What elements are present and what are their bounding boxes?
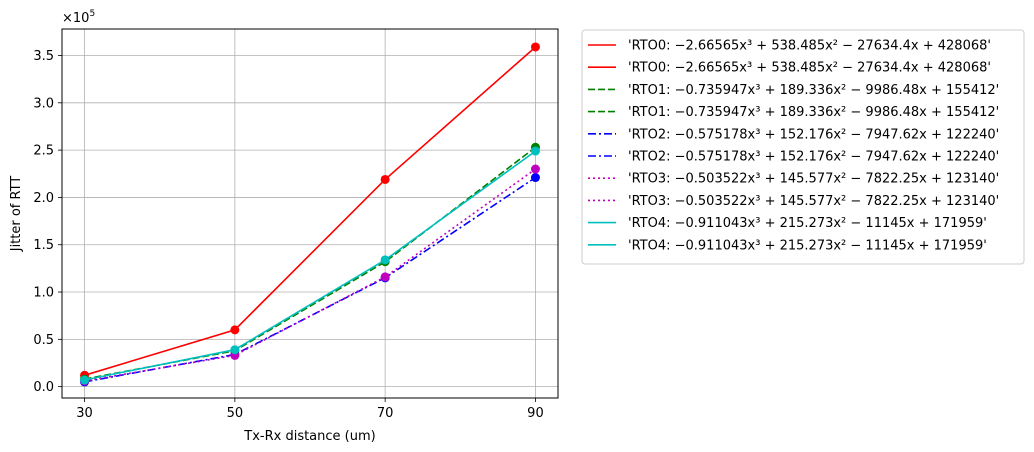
- series-line-0: [84, 46, 537, 377]
- y-tick-label: 3.0: [33, 96, 54, 111]
- data-point-series-4: [80, 375, 90, 385]
- legend-box: [581, 29, 1025, 265]
- series-line-4: [84, 150, 536, 381]
- data-point-series-0: [530, 42, 540, 52]
- grid: [62, 29, 558, 398]
- data-point-series-4: [380, 255, 390, 265]
- data-point-series-4: [230, 345, 240, 355]
- y-offset-exponent: 5: [89, 9, 95, 19]
- legend: 'RTO0: −2.66565x³ + 538.485x² − 27634.4x…: [581, 29, 1025, 265]
- data-point-series-2: [530, 173, 540, 183]
- y-tick-label: 1.0: [33, 286, 54, 301]
- legend-entry-label: 'RTO4: −0.911043x³ + 215.273x² − 11145x …: [628, 216, 987, 231]
- y-offset-base: ×10: [62, 11, 89, 26]
- data-point-series-3: [530, 164, 540, 174]
- series-line-2: [84, 176, 536, 383]
- axes: 30 50 70 90 0.0 0.5 1.0 1.5 2.0 2.5 3.0 3.5: [33, 49, 543, 421]
- legend-entry-label: 'RTO1: −0.735947x³ + 189.336x² − 9986.48…: [628, 105, 999, 120]
- x-axis-label: Tx-Rx distance (um): [243, 429, 375, 444]
- legend-entry-label: 'RTO1: −0.735947x³ + 189.336x² − 9986.48…: [628, 83, 999, 98]
- plot-area-frame: [61, 28, 559, 399]
- y-tick-label: 2.5: [33, 144, 54, 159]
- data-point-series-3: [380, 272, 390, 282]
- y-tick-label: 1.5: [33, 238, 54, 253]
- x-tick-label: 90: [527, 406, 544, 421]
- legend-entry-label: 'RTO2: −0.575178x³ + 152.176x² − 7947.62…: [628, 150, 999, 165]
- legend-entry-label: 'RTO3: −0.503522x³ + 145.577x² − 7822.25…: [628, 172, 999, 187]
- legend-entry-label: 'RTO0: −2.66565x³ + 538.485x² − 27634.4x…: [628, 61, 991, 76]
- x-tick-label: 50: [227, 406, 244, 421]
- y-tick-label: 0.5: [33, 333, 54, 348]
- x-tick-label: 70: [377, 406, 394, 421]
- legend-entry-label: 'RTO2: −0.575178x³ + 152.176x² − 7947.62…: [628, 127, 999, 142]
- y-tick-label: 0.0: [33, 380, 54, 395]
- legend-entry-label: 'RTO0: −2.66565x³ + 538.485x² − 27634.4x…: [628, 39, 991, 54]
- y-tick-label: 2.0: [33, 191, 54, 206]
- data-point-series-4: [530, 146, 540, 156]
- y-axis-label: Jitter of RTT: [9, 176, 24, 253]
- x-tick-label: 30: [76, 406, 93, 421]
- series-line-1: [84, 146, 536, 380]
- series-layer: [80, 42, 540, 387]
- y-tick-label: 3.5: [33, 49, 54, 64]
- series-line-3: [84, 168, 536, 382]
- data-point-series-0: [230, 325, 240, 335]
- legend-entry-label: 'RTO4: −0.911043x³ + 215.273x² − 11145x …: [628, 238, 987, 253]
- data-point-series-0: [380, 174, 390, 184]
- y-axis-offset-label: ×105: [62, 9, 95, 26]
- legend-entry-label: 'RTO3: −0.503522x³ + 145.577x² − 7822.25…: [628, 194, 999, 209]
